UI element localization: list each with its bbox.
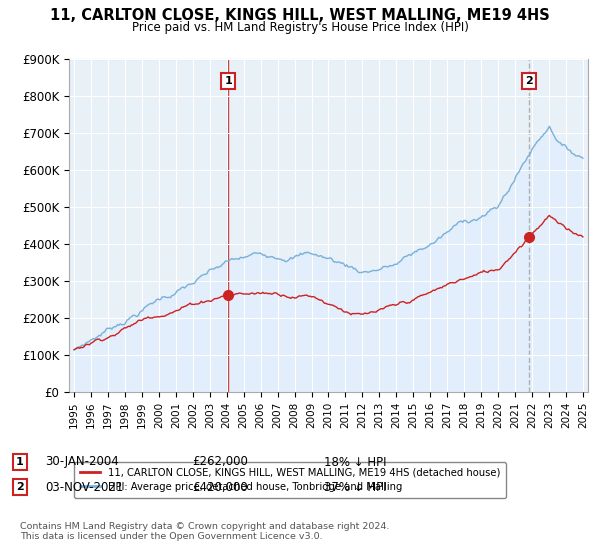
Legend: 11, CARLTON CLOSE, KINGS HILL, WEST MALLING, ME19 4HS (detached house), HPI: Ave: 11, CARLTON CLOSE, KINGS HILL, WEST MALL…	[74, 462, 506, 498]
Text: 1: 1	[224, 76, 232, 86]
Text: 1: 1	[16, 457, 23, 467]
Text: £420,000: £420,000	[192, 480, 248, 494]
Text: Price paid vs. HM Land Registry's House Price Index (HPI): Price paid vs. HM Land Registry's House …	[131, 21, 469, 34]
Text: £262,000: £262,000	[192, 455, 248, 469]
Text: 11, CARLTON CLOSE, KINGS HILL, WEST MALLING, ME19 4HS: 11, CARLTON CLOSE, KINGS HILL, WEST MALL…	[50, 8, 550, 24]
Text: 37% ↓ HPI: 37% ↓ HPI	[324, 480, 386, 494]
Text: 2: 2	[525, 76, 533, 86]
Text: 30-JAN-2004: 30-JAN-2004	[45, 455, 119, 469]
Text: 03-NOV-2021: 03-NOV-2021	[45, 480, 124, 494]
Text: Contains HM Land Registry data © Crown copyright and database right 2024.
This d: Contains HM Land Registry data © Crown c…	[20, 522, 389, 542]
Text: 18% ↓ HPI: 18% ↓ HPI	[324, 455, 386, 469]
Text: 2: 2	[16, 482, 23, 492]
